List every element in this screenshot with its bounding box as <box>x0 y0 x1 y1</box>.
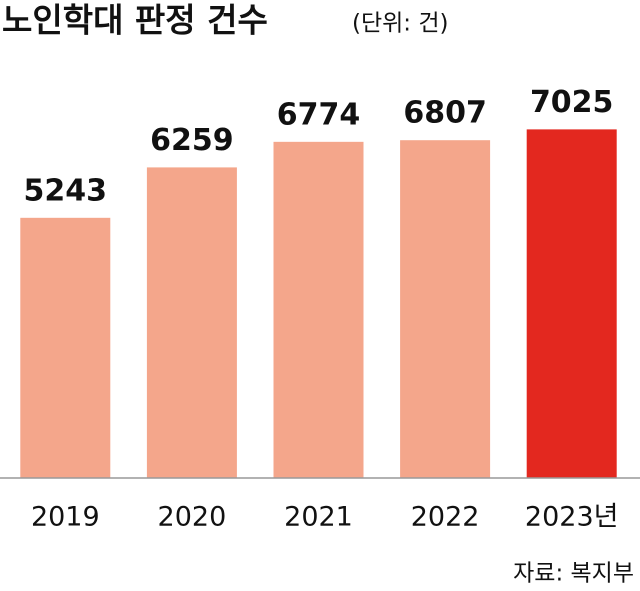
value-label: 6259 <box>150 123 234 158</box>
bar <box>20 217 111 478</box>
chart-title: 노인학대 판정 건수 <box>2 1 268 40</box>
bar <box>400 140 491 478</box>
x-tick-label: 2022 <box>411 502 480 533</box>
x-tick-label: 2020 <box>158 502 227 533</box>
bar <box>146 167 237 478</box>
x-tick-label: 2021 <box>284 502 353 533</box>
source: 자료: 복지부 <box>513 561 634 587</box>
bar <box>273 141 364 478</box>
value-label: 5243 <box>24 173 108 208</box>
x-tick-label: 2023년 <box>525 502 619 533</box>
x-tick-label: 2019 <box>31 502 100 533</box>
bar <box>526 129 617 478</box>
value-label: 6807 <box>403 96 487 131</box>
value-label: 7025 <box>530 85 614 120</box>
value-label: 6774 <box>277 97 361 132</box>
chart-subtitle: (단위: 건) <box>352 11 449 37</box>
